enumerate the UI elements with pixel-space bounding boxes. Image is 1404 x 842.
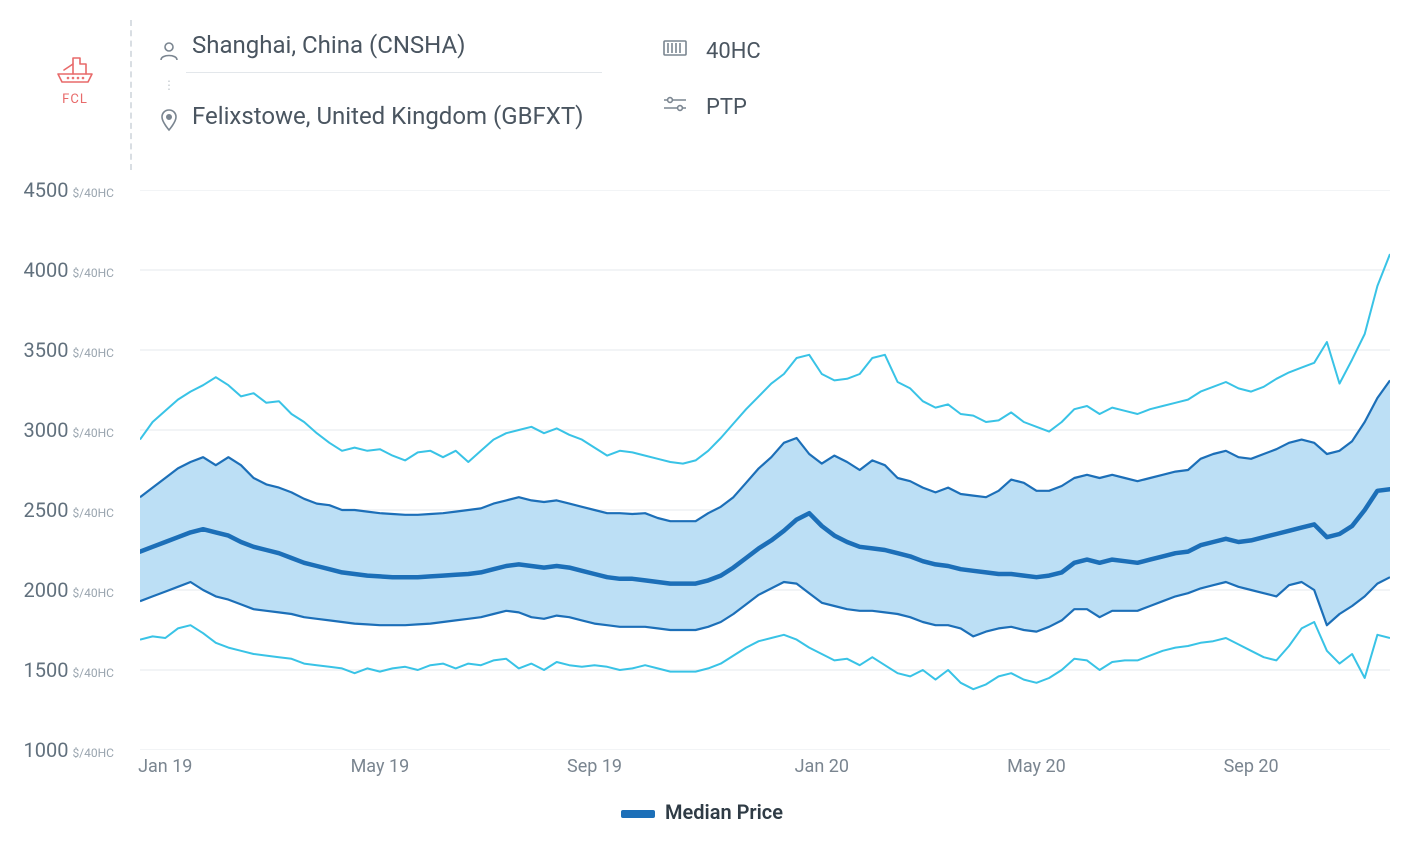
y-tick-label: 3000$/40HC	[23, 418, 114, 442]
y-axis-labels: 4500$/40HC4000$/40HC3500$/40HC3000$/40HC…	[0, 190, 130, 750]
inner-band-fill	[140, 380, 1390, 636]
route-connector-icon: ⋮	[152, 79, 186, 91]
x-axis-labels: Jan 19 May 19 Sep 19 Jan 20 May 20 Sep 20	[140, 750, 1390, 780]
origin-pin-icon	[152, 38, 186, 62]
destination-row: Felixstowe, United Kingdom (GBFXT)	[152, 91, 602, 149]
x-tick-label: May 20	[1007, 756, 1066, 777]
outer-upper-line	[140, 254, 1390, 464]
chart: 4500$/40HC4000$/40HC3500$/40HC3000$/40HC…	[0, 190, 1404, 790]
route-column: Shanghai, China (CNSHA) ⋮ Felixstowe, Un…	[152, 20, 602, 149]
y-tick-label: 4000$/40HC	[23, 258, 114, 282]
y-tick-label: 2000$/40HC	[23, 578, 114, 602]
outer-lower-line	[140, 622, 1390, 689]
x-tick-label: Sep 19	[567, 756, 622, 777]
y-tick-label: 1000$/40HC	[23, 738, 114, 762]
container-row: 40HC	[662, 38, 761, 64]
origin-row: Shanghai, China (CNSHA)	[152, 20, 602, 79]
header: FCL Shanghai, China (CNSHA) ⋮ Felixstowe…	[0, 0, 1404, 180]
y-tick-label: 2500$/40HC	[23, 498, 114, 522]
service-row: PTP	[662, 94, 761, 120]
container-icon	[662, 38, 688, 64]
meta-column: 40HC PTP	[602, 20, 761, 120]
x-tick-label: May 19	[351, 756, 410, 777]
ship-icon	[50, 50, 100, 86]
legend: Median Price	[0, 800, 1404, 824]
x-tick-label: Sep 20	[1224, 756, 1279, 777]
y-tick-label: 4500$/40HC	[23, 178, 114, 202]
y-tick-label: 3500$/40HC	[23, 338, 114, 362]
service-label: PTP	[706, 95, 747, 120]
legend-swatch	[621, 810, 655, 818]
legend-label: Median Price	[665, 800, 783, 824]
x-tick-label: Jan 20	[795, 756, 849, 777]
service-icon	[662, 94, 688, 120]
container-label: 40HC	[706, 39, 761, 64]
x-tick-label: Jan 19	[138, 756, 192, 777]
origin-text: Shanghai, China (CNSHA)	[186, 26, 602, 73]
mode-label: FCL	[62, 92, 88, 107]
header-divider	[130, 20, 132, 170]
y-tick-label: 1500$/40HC	[23, 658, 114, 682]
destination-text: Felixstowe, United Kingdom (GBFXT)	[186, 97, 602, 143]
mode-block: FCL	[20, 20, 130, 107]
plot-area	[140, 190, 1390, 750]
destination-pin-icon	[152, 108, 186, 132]
